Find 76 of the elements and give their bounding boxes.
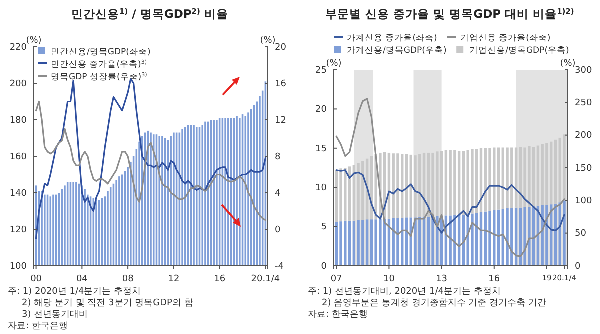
y2-axis-title: (%) bbox=[260, 36, 276, 46]
y-tick-label: 200 bbox=[10, 79, 28, 90]
text: 주: 1) 2020년 1/4분기는 추정치 bbox=[8, 287, 142, 297]
y-tick-label: 140 bbox=[10, 188, 28, 199]
y2-tick-label: 4 bbox=[275, 188, 281, 199]
chart-title: 민간신용$^{1)}$ / 명목GDP$^{2)}$ 비율 bbox=[72, 6, 228, 21]
line-series bbox=[336, 170, 566, 234]
x-tick-label: 16 bbox=[488, 274, 500, 284]
y-tick-label: 15 bbox=[316, 144, 327, 154]
legend-label: 기업신용/명목GDP(우축) bbox=[470, 46, 570, 56]
bar bbox=[414, 156, 417, 218]
bar bbox=[444, 150, 448, 216]
y-axis-title: (%) bbox=[26, 36, 42, 46]
bar bbox=[366, 220, 369, 266]
text: 자료: 한국은행 bbox=[8, 322, 68, 332]
bar bbox=[352, 220, 356, 266]
y2-tick-label: 250 bbox=[575, 98, 592, 109]
y-tick-label: 100 bbox=[10, 262, 28, 272]
y-tick-label: 25 bbox=[316, 66, 327, 76]
y2-tick-label: 12 bbox=[275, 116, 286, 126]
x-tick-label: 04 bbox=[76, 274, 88, 284]
y-tick-label: 220 bbox=[10, 42, 28, 53]
y2-tick-label: 20 bbox=[275, 42, 287, 53]
text: 2) 음영부분은 통계청 경기종합지수 기준 경기수축 기간 bbox=[322, 298, 546, 308]
bar bbox=[427, 217, 430, 266]
y-tick-label: 180 bbox=[10, 116, 28, 126]
y-tick-label: 0 bbox=[321, 262, 328, 272]
bar bbox=[497, 148, 500, 210]
text: 2) 해당 분기 및 직전 3분기 명목GDP의 합 bbox=[22, 298, 194, 308]
y2-tick-label: 150 bbox=[575, 164, 592, 174]
legend-label: 민간신용/명목GDP(좌축) bbox=[51, 47, 151, 58]
y2-tick-label: 16 bbox=[275, 79, 287, 90]
y2-tick-label: 0 bbox=[275, 225, 281, 236]
y-tick-label: 5 bbox=[321, 222, 327, 233]
bar bbox=[563, 200, 566, 266]
bar bbox=[502, 148, 505, 210]
x-tick-label: 10 bbox=[383, 274, 396, 284]
x-tick-label: 00 bbox=[30, 274, 42, 284]
bar bbox=[563, 134, 566, 201]
text: 자료: 한국은행 bbox=[308, 310, 368, 320]
y2-tick-label: 200 bbox=[575, 131, 592, 142]
text: 주: 1) 전년동기대비, 2020년 1/4분기는 추정치 bbox=[308, 287, 501, 297]
x-tick-label: 20.1/4 bbox=[251, 274, 280, 284]
legend-label: 가계신용 증가율(좌축) bbox=[347, 33, 438, 44]
bar bbox=[414, 218, 417, 266]
y-tick-label: 20 bbox=[316, 105, 328, 116]
x-tick-label: 12 bbox=[168, 274, 180, 284]
y2-tick-label: 0 bbox=[575, 262, 581, 272]
chart-title: 부문별 신용 증가율 및 명목GDP 대비 비율$^{1)2)}$ bbox=[326, 6, 574, 21]
y2-axis-title: (%) bbox=[560, 59, 576, 69]
y2-tick-label: 300 bbox=[575, 66, 592, 76]
y2-tick-label: 8 bbox=[275, 152, 281, 162]
bar bbox=[458, 151, 461, 216]
bar bbox=[370, 220, 374, 266]
y2-tick-label: 100 bbox=[575, 196, 592, 207]
y-axis-title: (%) bbox=[326, 59, 342, 69]
x-tick-label: 13 bbox=[436, 274, 448, 284]
text: 3) 전년동기대비 bbox=[22, 310, 88, 320]
x-tick-label: 08 bbox=[122, 274, 134, 284]
line-series bbox=[336, 98, 566, 258]
line-series bbox=[35, 100, 267, 222]
bar bbox=[488, 211, 492, 266]
y2-tick-label: -4 bbox=[275, 262, 284, 272]
bar bbox=[440, 151, 444, 216]
legend-label: 가계신용/명목GDP(우축) bbox=[347, 46, 447, 56]
legend-label: 기업신용 증가율(좌축) bbox=[460, 33, 551, 44]
y-tick-label: 120 bbox=[10, 225, 28, 236]
legend-label: 민간신용 증가율(우축)$^{3)}$ bbox=[51, 58, 148, 70]
y-tick-label: 10 bbox=[316, 183, 328, 194]
y-tick-label: 160 bbox=[10, 152, 28, 162]
legend-label: 명목GDP 성장률(우축)$^{3)}$ bbox=[51, 71, 148, 82]
y2-tick-label: 50 bbox=[575, 229, 587, 240]
bar bbox=[348, 220, 352, 266]
x-tick-label: 07 bbox=[330, 274, 342, 284]
bar bbox=[488, 148, 492, 212]
x-tick-label: 16 bbox=[214, 274, 226, 284]
